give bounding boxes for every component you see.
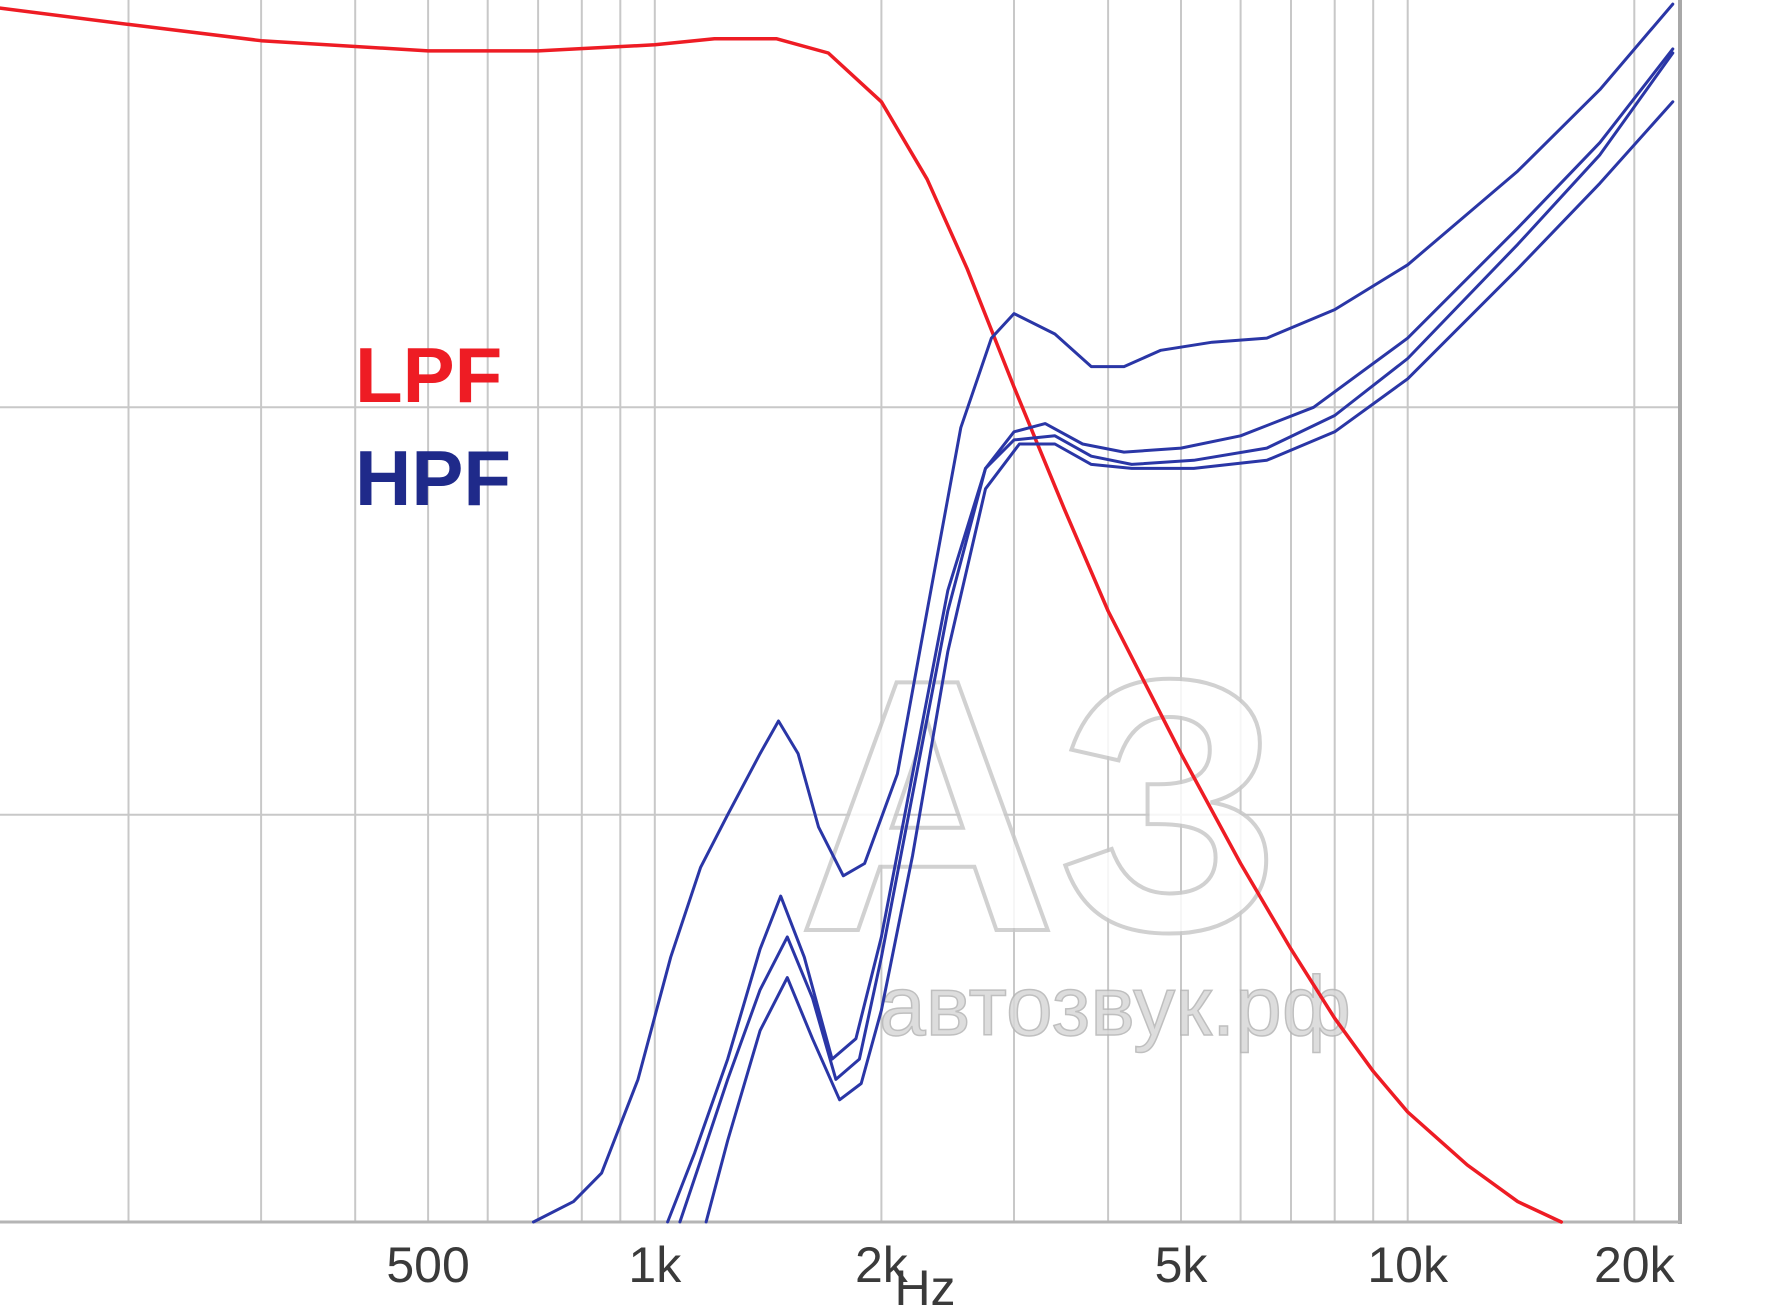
grid xyxy=(0,0,1682,1224)
x-tick-label: 500 xyxy=(386,1237,469,1293)
watermark-site-text: автозвук.рф xyxy=(879,959,1351,1053)
watermark-logo: АЗ xyxy=(797,605,1283,1007)
x-tick-label: 2k xyxy=(855,1237,909,1293)
legend-lpf: LPF xyxy=(355,331,502,419)
x-tick-label: 10k xyxy=(1367,1237,1449,1293)
x-tick-label: 20k xyxy=(1594,1237,1676,1293)
x-tick-label: 1k xyxy=(628,1237,682,1293)
legend-hpf: HPF xyxy=(355,434,511,522)
lpf-curve xyxy=(0,6,1564,1224)
hpf-curve-4 xyxy=(704,100,1675,1224)
hpf-curve-1 xyxy=(531,2,1675,1224)
watermark: АЗ автозвук.рф xyxy=(795,603,1352,1054)
x-tick-label: 5k xyxy=(1155,1237,1209,1293)
x-axis-unit: Hz xyxy=(894,1260,955,1308)
x-axis: 500 1k 2k 5k 10k 20k Hz xyxy=(386,1237,1675,1308)
hpf-curve-3 xyxy=(666,51,1675,1224)
legend: LPF HPF xyxy=(355,331,511,522)
series-group xyxy=(0,2,1675,1224)
